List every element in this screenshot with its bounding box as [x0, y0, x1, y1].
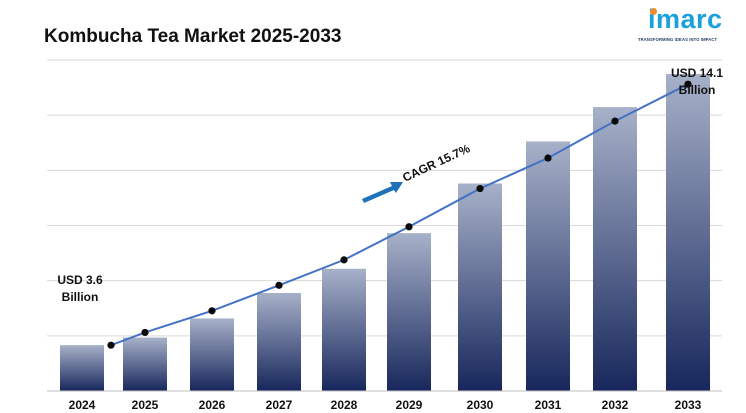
trend-point-2026 [208, 307, 216, 315]
bars [60, 74, 710, 391]
bar-2032 [593, 107, 637, 391]
cagr-label: CAGR 15.7% [400, 141, 472, 185]
start-value-label: USD 3.6 [57, 273, 103, 287]
cagr-arrow-icon [362, 182, 403, 203]
trend-point-2031 [544, 154, 552, 162]
bar-2028 [322, 268, 366, 391]
bar-2033 [666, 74, 710, 391]
logo-tagline: TRANSFORMING IDEAS INTO IMPACT [638, 37, 718, 42]
x-tick-label: 2024 [69, 398, 96, 412]
x-tick-label: 2032 [602, 398, 629, 412]
trend-line-path [110, 83, 689, 347]
x-tick-label: 2027 [266, 398, 293, 412]
trend-point-2030 [476, 184, 484, 193]
trend-point-2032 [611, 117, 619, 125]
trend-point-2025 [141, 328, 149, 337]
end-unit-label: Billion [679, 83, 716, 97]
end-value-label: USD 14.1 [671, 66, 723, 80]
chart-title: Kombucha Tea Market 2025-2033 [44, 26, 342, 47]
x-tick-label: 2033 [675, 398, 702, 412]
x-tick-label: 2025 [132, 398, 159, 412]
trend-line [107, 80, 692, 349]
start-unit-label: Billion [62, 290, 99, 304]
bar-2026 [190, 318, 234, 391]
trend-point-2029 [405, 223, 413, 231]
bar-2030 [458, 183, 502, 391]
x-tick-label: 2029 [396, 398, 423, 412]
trend-point-2028 [340, 256, 348, 264]
x-tick-label: 2030 [467, 398, 494, 412]
trend-point-2024 [107, 341, 115, 349]
bar-2031 [526, 141, 570, 391]
bar-2027 [257, 292, 301, 391]
bar-2025 [123, 337, 167, 391]
bar-2024 [60, 345, 104, 391]
imarc-logo: imarc TRANSFORMING IDEAS INTO IMPACT [636, 4, 740, 48]
x-tick-label: 2031 [535, 398, 562, 412]
x-tick-label: 2026 [199, 398, 226, 412]
logo-wordmark: imarc [648, 4, 723, 34]
x-tick-label: 2028 [331, 398, 358, 412]
logo-dot-icon [650, 8, 657, 15]
bar-2029 [387, 233, 431, 391]
x-axis: 2024 2025 2026 2027 2028 2029 2030 2031 2032 2033 [47, 390, 722, 412]
trend-point-2027 [275, 281, 283, 289]
trend-point-2033 [684, 80, 692, 88]
